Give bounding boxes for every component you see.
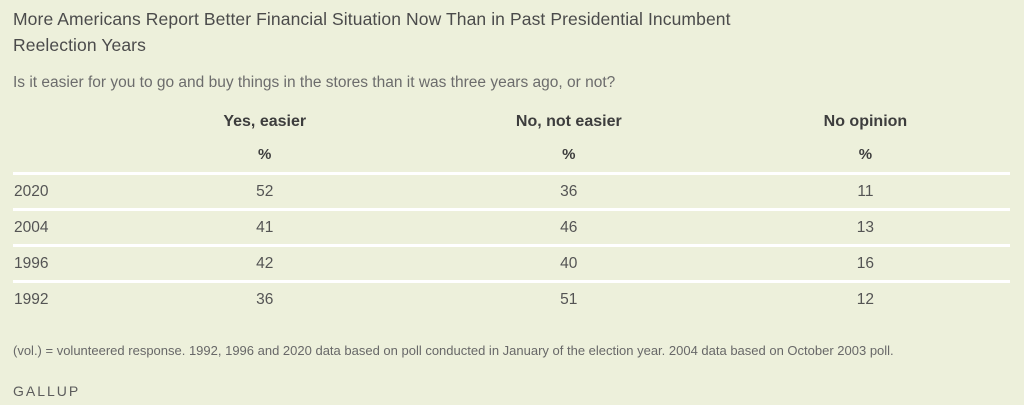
cell-yes-easier: 52 [112, 172, 417, 208]
percent-symbol: % [562, 145, 576, 163]
row-year: 1996 [13, 244, 113, 280]
gallup-logo: GALLUP [13, 383, 81, 399]
table-row-1992: 1992 36 51 12 [13, 280, 1010, 316]
percent-symbol: % [858, 145, 873, 163]
unit-cell-empty [13, 136, 113, 172]
survey-question: Is it easier for you to go and buy thing… [13, 74, 616, 91]
page-title: More Americans Report Better Financial S… [13, 9, 731, 55]
cell-no-opinion: 16 [720, 244, 1010, 280]
cell-no-not-easier: 46 [416, 208, 721, 244]
cell-no-not-easier: 40 [416, 244, 721, 280]
percent-symbol: % [258, 145, 272, 163]
column-header-no-opinion: No opinion [823, 113, 908, 130]
column-header-row: Yes, easier No, not easier No opinion [13, 108, 1010, 136]
cell-no-opinion: 11 [720, 172, 1010, 208]
cell-no-not-easier: 51 [416, 280, 721, 316]
poll-results-table: Yes, easier No, not easier No opinion % … [13, 108, 1010, 316]
row-year: 1992 [13, 280, 113, 316]
cell-no-opinion: 12 [720, 280, 1010, 316]
row-year: 2004 [13, 208, 113, 244]
percent-unit-row: % % % [13, 136, 1010, 172]
year-column-header [13, 108, 113, 136]
column-header-yes-easier: Yes, easier [223, 113, 307, 130]
column-header-no-not-easier: No, not easier [515, 113, 622, 130]
table-row-2020: 2020 52 36 11 [13, 172, 1010, 208]
cell-no-opinion: 13 [720, 208, 1010, 244]
row-year: 2020 [13, 172, 113, 208]
table-row-1996: 1996 42 40 16 [13, 244, 1010, 280]
footnote: (vol.) = volunteered response. 1992, 199… [13, 343, 894, 358]
cell-yes-easier: 42 [112, 244, 417, 280]
cell-yes-easier: 36 [112, 280, 417, 316]
table-row-2004: 2004 41 46 13 [13, 208, 1010, 244]
cell-yes-easier: 41 [112, 208, 417, 244]
cell-no-not-easier: 36 [416, 172, 721, 208]
